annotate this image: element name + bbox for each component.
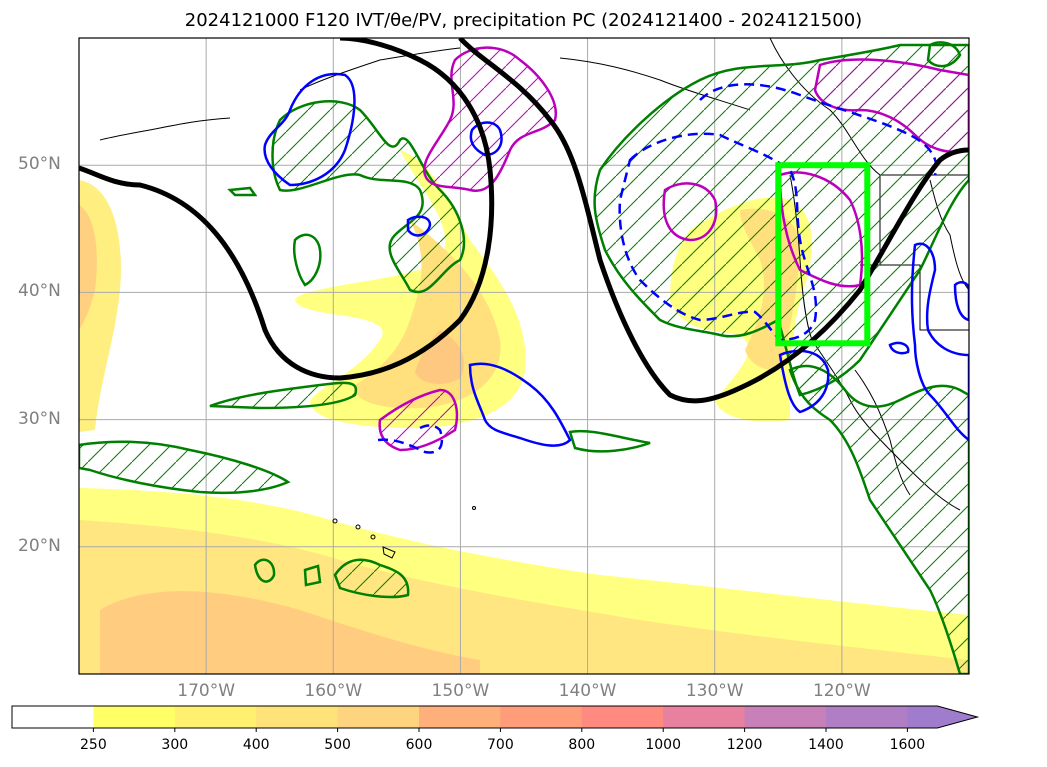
lon-tick-label: 130°W: [685, 681, 744, 701]
colorbar-segment: [581, 706, 664, 728]
lat-tick-label: 20°N: [18, 535, 61, 556]
colorbar-tick-label: 300: [161, 737, 189, 753]
pv-magenta-contours: [378, 46, 969, 452]
colorbar-segment: [256, 706, 339, 728]
pv-green-contours: [79, 41, 969, 674]
colorbar-tick-label: 250: [80, 737, 107, 753]
colorbar-segment: [826, 706, 908, 728]
lon-tick-label: 150°W: [431, 681, 490, 701]
colorbar-segment: [174, 706, 257, 728]
colorbar-segment: [93, 706, 176, 728]
colorbar-segment: [663, 706, 746, 728]
highlight-box: [775, 162, 871, 347]
ivt-filled-contours: [79, 150, 969, 674]
colorbar-tick-label: 400: [242, 737, 270, 753]
lat-tick-label: 40°N: [18, 281, 61, 302]
colorbar-segment: [500, 706, 583, 728]
colorbar-segment: [744, 706, 827, 728]
map-title: 2024121000 F120 IVT/θe/PV, precipitation…: [184, 10, 863, 31]
colorbar-tick-label: 800: [568, 737, 596, 753]
lat-tick-label: 50°N: [18, 154, 61, 175]
colorbar-segment: [12, 706, 94, 728]
colorbar-tick-label: 1600: [889, 737, 926, 753]
colorbar-tick-label: 600: [405, 737, 433, 753]
colorbar-tick-label: 1000: [645, 737, 681, 753]
colorbar-tick-label: 1400: [808, 737, 844, 753]
lon-tick-label: 170°W: [177, 681, 236, 701]
theta-e-contours: [79, 38, 969, 404]
colorbar-segment: [907, 706, 978, 728]
map-frame: [78, 37, 970, 675]
colorbar-outline: [11, 705, 980, 729]
colorbar-tick-label: 1200: [726, 737, 763, 753]
colorbar-tick-label: 700: [487, 737, 514, 753]
colorbar-segment: [419, 706, 501, 728]
ivt-colorbar: [11, 705, 980, 732]
lon-tick-label: 160°W: [304, 681, 363, 701]
colorbar-tick-label: 500: [324, 737, 351, 753]
lat-tick-label: 30°N: [18, 408, 61, 429]
lon-tick-label: 140°W: [558, 681, 617, 701]
pv-blue-contours: [263, 72, 969, 454]
colorbar-segment: [337, 706, 420, 728]
lon-tick-label: 120°W: [812, 681, 871, 701]
